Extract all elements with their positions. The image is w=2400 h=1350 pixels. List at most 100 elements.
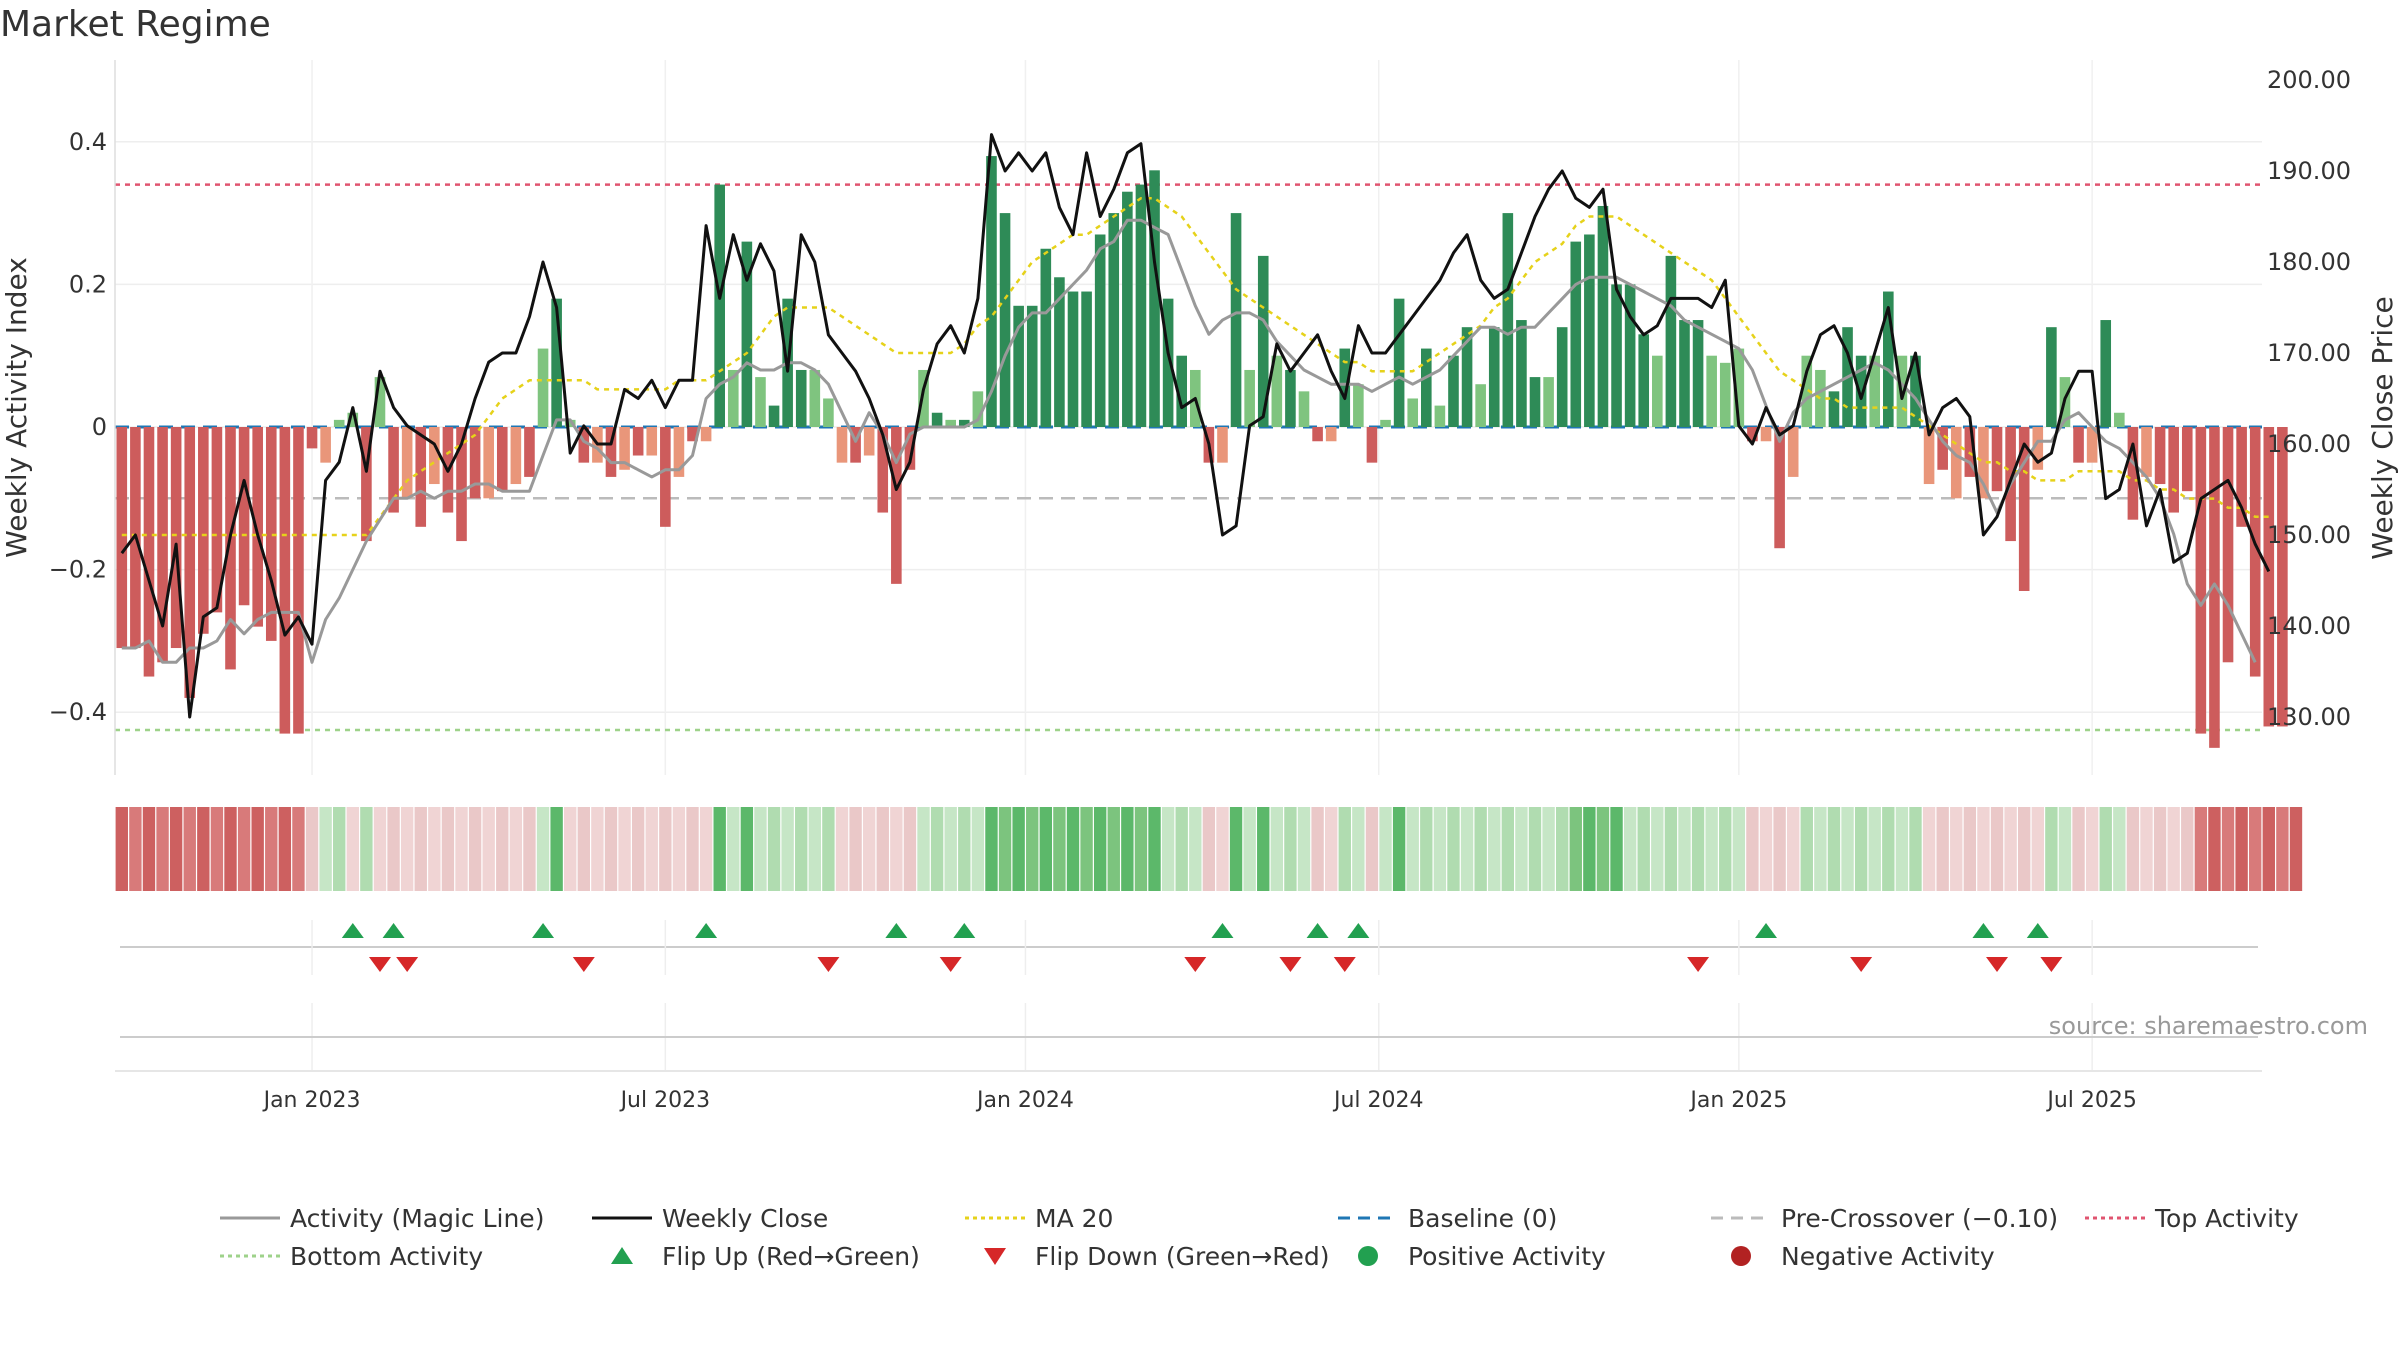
regime-cell	[1909, 807, 1922, 891]
regime-strip	[115, 807, 2303, 891]
regime-cell	[876, 807, 889, 891]
regime-cell	[1229, 807, 1243, 891]
activity-bar	[687, 427, 698, 442]
activity-bar	[1529, 377, 1541, 427]
regime-cell	[1882, 807, 1895, 891]
activity-bar	[1570, 241, 1582, 427]
flip-up-marker	[1211, 923, 1234, 938]
legend-swatch	[984, 1248, 1006, 1265]
flip-up-marker	[1347, 923, 1370, 938]
legend-swatch	[611, 1247, 633, 1264]
regime-cell	[1515, 807, 1528, 891]
activity-bar	[999, 213, 1011, 427]
activity-bar	[2154, 427, 2166, 485]
activity-bar	[795, 369, 807, 427]
regime-cell	[1651, 807, 1664, 891]
activity-bar	[714, 184, 725, 427]
flip-markers	[120, 920, 2258, 975]
activity-bar	[605, 427, 617, 477]
legend-label: Weekly Close	[662, 1204, 828, 1233]
regime-cell	[1841, 807, 1854, 891]
regime-cell	[1719, 807, 1732, 891]
regime-cell	[1596, 807, 1610, 891]
flip-up-marker	[1306, 923, 1329, 938]
regime-cell	[509, 807, 523, 891]
regime-cell	[971, 807, 985, 891]
regime-cell	[645, 807, 658, 891]
activity-bar	[1733, 348, 1745, 427]
regime-cell	[2099, 807, 2112, 891]
regime-cell	[1746, 807, 1759, 891]
legend-label: Positive Activity	[1408, 1242, 1606, 1271]
activity-bar	[1421, 348, 1432, 427]
regime-cell	[387, 807, 400, 891]
activity-bar	[1230, 213, 1242, 427]
activity-bar	[1312, 427, 1323, 442]
activity-bar	[1855, 355, 1867, 427]
flip-down-marker	[572, 957, 595, 972]
legend-item: Flip Down (Green→Red)	[984, 1242, 1330, 1271]
activity-bar	[157, 427, 168, 663]
activity-bar	[143, 427, 155, 677]
regime-cell	[1202, 807, 1216, 891]
regime-cell	[169, 807, 183, 891]
regime-cell	[781, 807, 794, 891]
regime-cell	[1528, 807, 1542, 891]
activity-bar	[809, 369, 821, 427]
activity-bar	[170, 427, 182, 649]
x-tick-label: Jul 2025	[2045, 1088, 2137, 1113]
regime-cell	[197, 807, 210, 891]
regime-cell	[985, 807, 998, 891]
regime-cell	[1868, 807, 1881, 891]
regime-cell	[400, 807, 414, 891]
legend-item: Positive Activity	[1358, 1242, 1606, 1271]
activity-bar	[551, 298, 562, 427]
activity-bar	[755, 377, 766, 427]
activity-bar	[483, 427, 494, 499]
regime-cell	[1800, 807, 1813, 891]
activity-bar	[2100, 320, 2112, 427]
regime-cell	[835, 807, 849, 891]
activity-bar	[1461, 327, 1473, 427]
regime-cell	[1501, 807, 1515, 891]
regime-cell	[577, 807, 591, 891]
activity-bar	[660, 427, 671, 527]
regime-cell	[183, 807, 196, 891]
activity-bar	[2032, 427, 2044, 470]
activity-bar	[429, 427, 440, 485]
regime-cell	[631, 807, 645, 891]
activity-bar	[863, 427, 875, 456]
regime-cell	[536, 807, 550, 891]
regime-cell	[278, 807, 292, 891]
flip-down-marker	[396, 957, 419, 972]
regime-cell	[672, 807, 686, 891]
left-tick-label: −0.2	[49, 556, 107, 584]
activity-bar	[741, 241, 753, 427]
regime-cell	[1148, 807, 1161, 891]
legend-label: Negative Activity	[1781, 1242, 1995, 1271]
regime-cell	[699, 807, 713, 891]
activity-bar	[469, 427, 481, 499]
activity-bar	[2086, 427, 2098, 463]
activity-bar	[904, 427, 916, 470]
activity-bar	[415, 427, 427, 527]
source-credit: source: sharemaestro.com	[2049, 1012, 2368, 1040]
flip-down-marker	[1333, 957, 1356, 972]
activity-bar	[2127, 427, 2139, 520]
activity-bar	[279, 427, 291, 734]
activity-bar	[1624, 284, 1636, 427]
legend-label: Bottom Activity	[290, 1242, 483, 1271]
regime-cell	[550, 807, 563, 891]
right-axis-label: Weekly Close Price	[2366, 296, 2399, 559]
activity-bar	[1366, 427, 1378, 463]
activity-bar	[2141, 427, 2152, 477]
activity-bar	[1584, 234, 1595, 427]
activity-bar	[2249, 427, 2261, 677]
activity-bar	[986, 156, 997, 427]
regime-cell	[1039, 807, 1053, 891]
regime-cell	[1257, 807, 1270, 891]
activity-bar	[1217, 427, 1228, 463]
activity-bar	[727, 369, 739, 427]
activity-bar	[1013, 305, 1024, 427]
activity-bar	[646, 427, 658, 456]
